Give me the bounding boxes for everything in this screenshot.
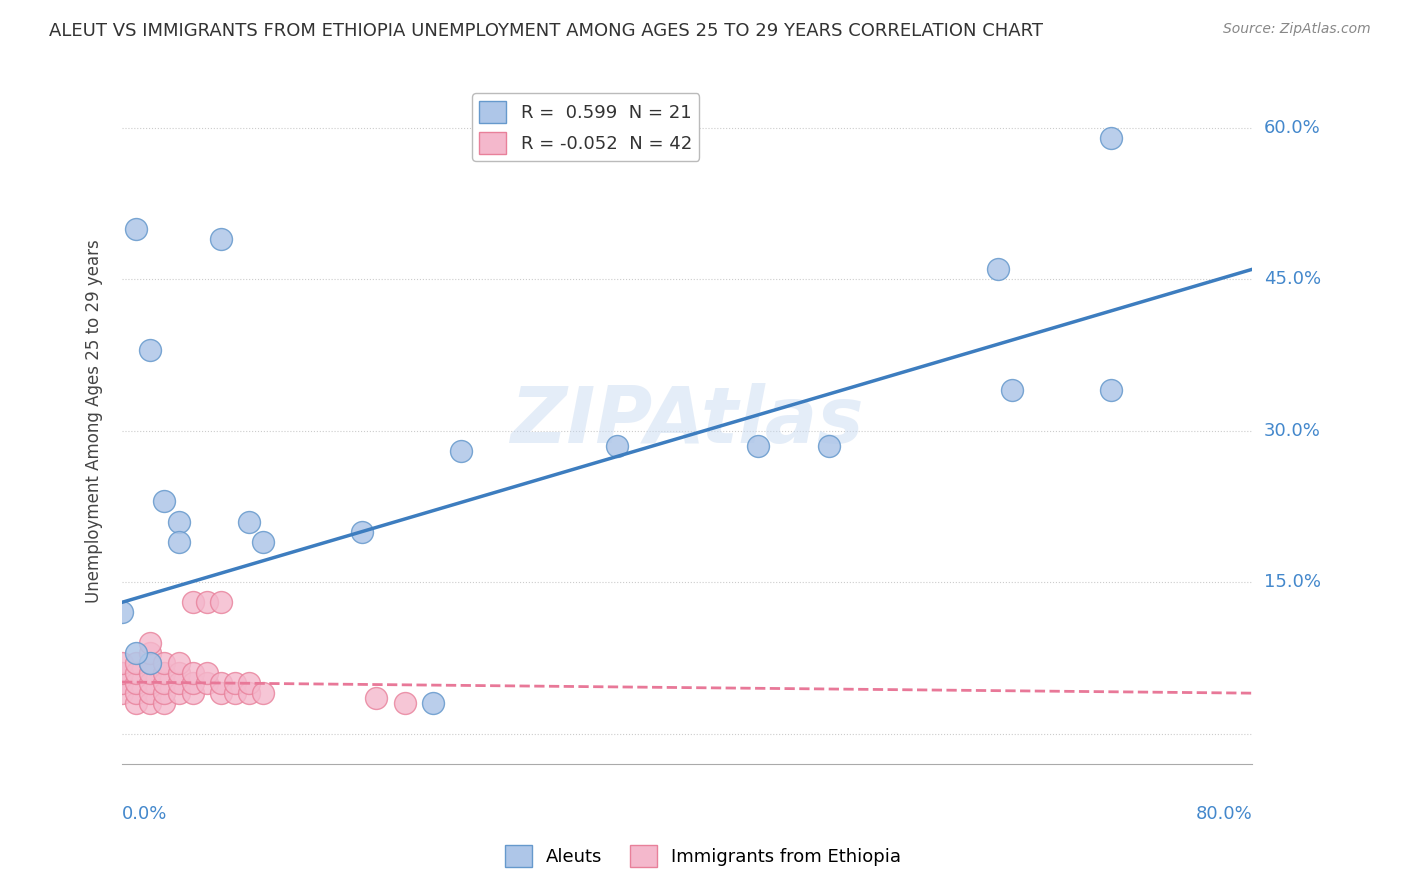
Point: [817, 439, 839, 453]
Point: [167, 686, 190, 700]
Point: [125, 646, 148, 660]
Point: [252, 686, 274, 700]
Point: [181, 676, 204, 690]
Point: [139, 646, 162, 660]
Text: 45.0%: 45.0%: [1264, 270, 1320, 288]
Point: [139, 656, 162, 670]
Point: [422, 696, 444, 710]
Point: [167, 534, 190, 549]
Point: [167, 515, 190, 529]
Point: [139, 676, 162, 690]
Point: [394, 696, 416, 710]
Point: [1001, 384, 1024, 398]
Point: [167, 676, 190, 690]
Point: [224, 676, 246, 690]
Point: [111, 686, 134, 700]
Point: [352, 524, 374, 539]
Point: [125, 696, 148, 710]
Y-axis label: Unemployment Among Ages 25 to 29 years: Unemployment Among Ages 25 to 29 years: [86, 239, 103, 602]
Point: [153, 656, 176, 670]
Point: [153, 494, 176, 508]
Point: [987, 262, 1010, 277]
Point: [181, 686, 204, 700]
Text: ZIPAtlas: ZIPAtlas: [510, 383, 865, 458]
Point: [111, 665, 134, 680]
Point: [195, 676, 218, 690]
Point: [153, 696, 176, 710]
Point: [139, 665, 162, 680]
Point: [125, 686, 148, 700]
Point: [139, 636, 162, 650]
Point: [167, 656, 190, 670]
Point: [153, 665, 176, 680]
Point: [1099, 131, 1122, 145]
Point: [111, 606, 134, 620]
Point: [125, 222, 148, 236]
Point: [139, 656, 162, 670]
Point: [252, 534, 274, 549]
Point: [747, 439, 769, 453]
Point: [366, 691, 388, 706]
Point: [125, 656, 148, 670]
Text: 30.0%: 30.0%: [1264, 422, 1320, 440]
Point: [167, 665, 190, 680]
Point: [1099, 384, 1122, 398]
Point: [111, 656, 134, 670]
Point: [209, 676, 232, 690]
Text: ALEUT VS IMMIGRANTS FROM ETHIOPIA UNEMPLOYMENT AMONG AGES 25 TO 29 YEARS CORRELA: ALEUT VS IMMIGRANTS FROM ETHIOPIA UNEMPL…: [49, 22, 1043, 40]
Point: [209, 232, 232, 246]
Text: Source: ZipAtlas.com: Source: ZipAtlas.com: [1223, 22, 1371, 37]
Point: [111, 676, 134, 690]
Text: 80.0%: 80.0%: [1195, 805, 1253, 823]
Point: [209, 686, 232, 700]
Text: 0.0%: 0.0%: [122, 805, 167, 823]
Point: [125, 676, 148, 690]
Point: [238, 676, 260, 690]
Legend: Aleuts, Immigrants from Ethiopia: Aleuts, Immigrants from Ethiopia: [498, 838, 908, 874]
Point: [238, 515, 260, 529]
Point: [125, 665, 148, 680]
Point: [139, 686, 162, 700]
Point: [139, 696, 162, 710]
Point: [153, 676, 176, 690]
Point: [153, 686, 176, 700]
Point: [209, 595, 232, 609]
Text: 15.0%: 15.0%: [1264, 574, 1320, 591]
Point: [195, 665, 218, 680]
Point: [181, 665, 204, 680]
Point: [224, 686, 246, 700]
Point: [181, 595, 204, 609]
Point: [195, 595, 218, 609]
Text: 60.0%: 60.0%: [1264, 119, 1320, 136]
Point: [450, 444, 472, 458]
Legend: R =  0.599  N = 21, R = -0.052  N = 42: R = 0.599 N = 21, R = -0.052 N = 42: [472, 94, 699, 161]
Point: [606, 439, 628, 453]
Point: [238, 686, 260, 700]
Point: [139, 343, 162, 357]
